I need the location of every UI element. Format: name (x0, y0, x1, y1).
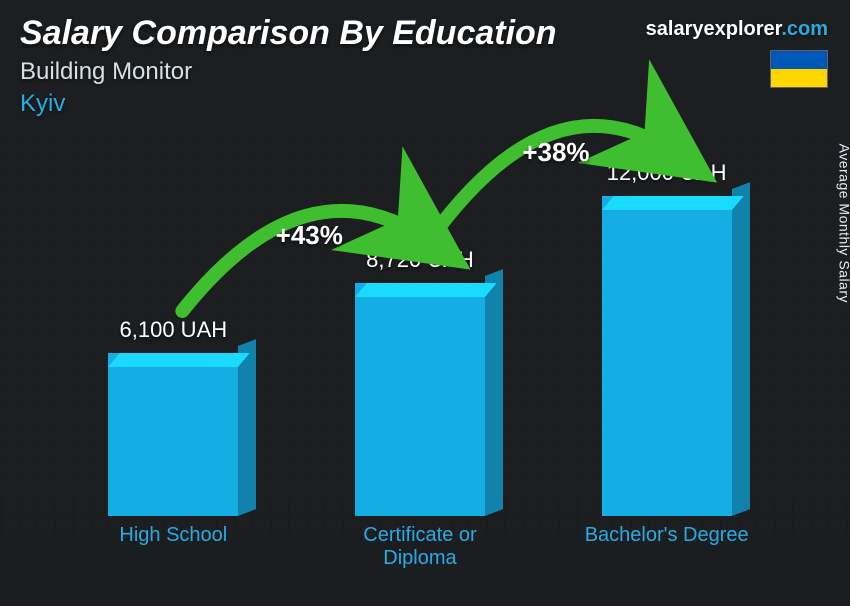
brand-suffix: .com (781, 18, 828, 40)
flag-top-stripe (771, 51, 827, 69)
y-axis-label: Average Monthly Salary (836, 144, 850, 303)
chart-title: Salary Comparison By Education (20, 14, 557, 53)
brand-main: salaryexplorer (646, 18, 782, 40)
growth-arcs (50, 140, 790, 576)
chart-subtitle: Building Monitor (20, 58, 192, 86)
growth-arc-label: +43% (276, 220, 343, 251)
infographic-canvas: Salary Comparison By Education Building … (0, 0, 850, 606)
chart-area: 6,100 UAH8,720 UAH12,000 UAH High School… (50, 140, 790, 576)
chart-location: Kyiv (20, 90, 65, 118)
flag-icon (770, 50, 828, 88)
flag-bottom-stripe (771, 69, 827, 87)
brand-label: salaryexplorer.com (646, 18, 828, 41)
growth-arc-label: +38% (522, 137, 589, 168)
